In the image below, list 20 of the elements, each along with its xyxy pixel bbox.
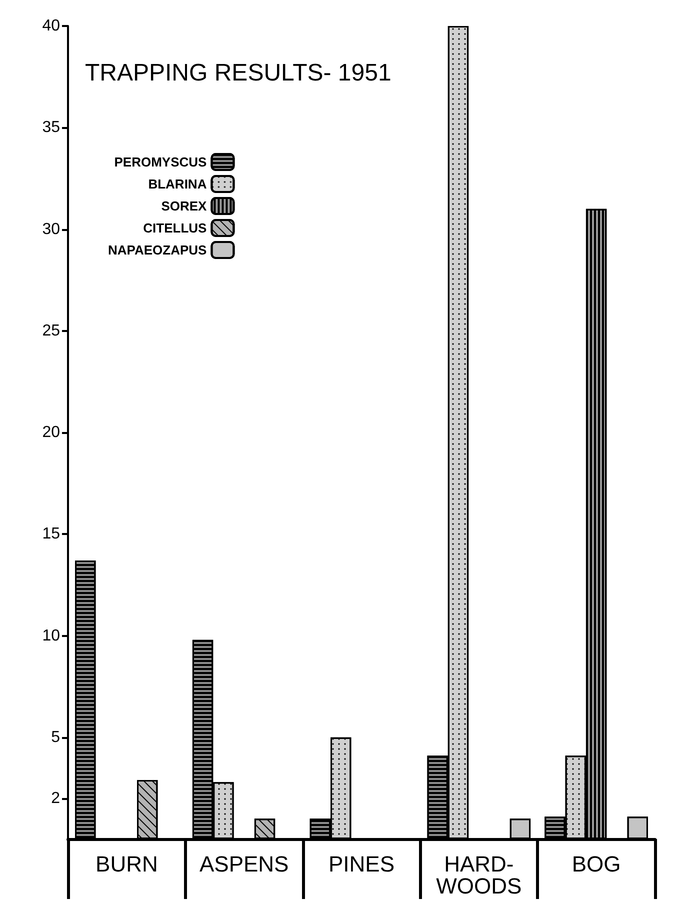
legend-label: PEROMYSCUS (114, 154, 208, 170)
legend-label: BLARINA (148, 176, 208, 192)
y-tick-label: 10 (42, 627, 60, 644)
x-tick-label: HARD- WOODS (436, 852, 522, 898)
legend-label: CITELLUS (143, 220, 208, 236)
text: TRAPPING RESULTS- 1951 (85, 60, 392, 86)
y-tick-label: 2 (51, 790, 60, 807)
legend-label: NAPAEOZAPUS (108, 242, 208, 258)
y-tick-label: 35 (42, 119, 60, 136)
y-tick-label: 20 (42, 424, 60, 441)
x-tick-label: ASPENS (199, 852, 289, 876)
legend-label: SOREX (161, 198, 208, 214)
y-tick-label: 15 (42, 526, 60, 543)
y-tick-label: 25 (42, 322, 60, 340)
x-tick-label: BOG (572, 852, 621, 876)
x-tick-label: PINES (328, 852, 395, 876)
y-tick-label: 40 (42, 18, 60, 34)
y-tick-label: 5 (51, 728, 60, 746)
x-tick-label: BURN (96, 852, 158, 876)
y-tick-label: 30 (42, 220, 60, 238)
